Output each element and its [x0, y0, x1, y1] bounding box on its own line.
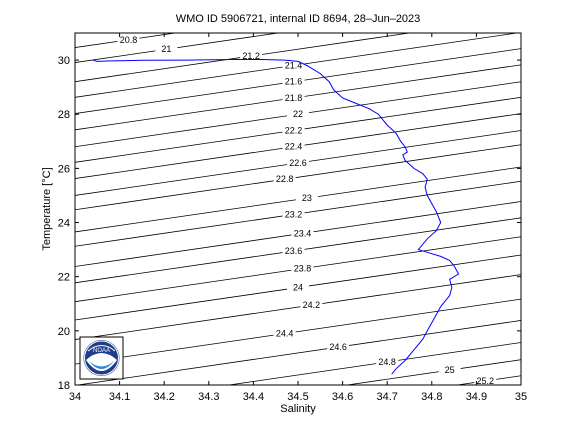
isopycnal-label: 23.6 — [285, 246, 303, 256]
isopycnal-line-10 — [75, 144, 521, 211]
isopycnal-label: 24.6 — [329, 342, 347, 352]
isopycnal-line-18 — [75, 298, 521, 365]
y-axis: 18 20 22 24 26 28 30 — [58, 55, 521, 392]
isopycnal-line-19 — [75, 320, 521, 385]
isopycnal-label: 24 — [293, 283, 303, 293]
x-tick-label: 34.3 — [198, 391, 219, 403]
isopycnal-label-bg — [474, 375, 497, 386]
x-tick-label: 34.5 — [287, 391, 308, 403]
isopycnal-label: 24.4 — [276, 329, 294, 339]
isopycnal-line-22 — [454, 375, 521, 385]
noaa-logo: NOAA — [79, 336, 124, 380]
isopycnal-label-bg — [282, 209, 305, 220]
isopycnal-label-bg — [291, 228, 314, 239]
isopycnal-label: 23 — [302, 193, 312, 203]
x-tick-label: 34.7 — [376, 391, 397, 403]
x-tick-label: 35 — [515, 391, 527, 403]
profile-line-0 — [92, 59, 460, 375]
y-axis-label: Temperature [°C] — [41, 167, 53, 250]
x-axis: 34 34.1 34.2 34.3 34.4 34.5 34.6 34.7 34.8 34.9 35 — [69, 33, 527, 403]
isopycnal-label-bg — [273, 328, 296, 339]
x-tick-label: 34.1 — [109, 391, 130, 403]
y-tick-label: 22 — [58, 272, 70, 284]
isopycnal-label: 22.8 — [276, 174, 294, 184]
x-tick-label: 34.8 — [421, 391, 442, 403]
isopycnal-label: 23.4 — [294, 228, 312, 238]
isopycnal-label: 22.6 — [289, 158, 307, 168]
isopycnal-label: 20.8 — [120, 35, 138, 45]
x-tick-label: 34.9 — [466, 391, 487, 403]
chart-title: WMO ID 5906721, internal ID 8694, 28–Jun… — [176, 13, 421, 25]
y-tick-label: 28 — [58, 109, 70, 121]
isopycnal-label-bg — [282, 141, 305, 152]
isopycnal-label-bg — [155, 44, 178, 55]
x-tick-label: 34 — [69, 391, 81, 403]
x-tick-label: 34.2 — [153, 391, 174, 403]
y-tick-label: 26 — [58, 163, 70, 175]
isopycnal-label-bg — [282, 92, 305, 103]
isopycnal-line-17 — [75, 274, 521, 340]
isopycnal-labels: 20.8 21 21.2 21.4 21.6 21.8 22 22.2 22.4 22.6 22.8… — [117, 34, 497, 386]
isopycnal-label-bg — [300, 300, 323, 311]
y-tick-label: 24 — [58, 218, 70, 230]
x-axis-label: Salinity — [280, 403, 316, 415]
isopycnal-label-bg — [282, 125, 305, 136]
isopycnal-label: 21.6 — [285, 77, 303, 87]
isopycnal-label-bg — [273, 174, 296, 185]
isopycnal-label-bg — [282, 76, 305, 87]
isopycnal-label: 23.2 — [285, 209, 303, 219]
isopycnal-label-bg — [327, 342, 350, 353]
x-tick-label: 34.6 — [332, 391, 353, 403]
isopycnal-label: 25 — [445, 365, 455, 375]
isopycnal-label-bg — [287, 282, 309, 293]
profile-group — [92, 59, 460, 375]
y-tick-label: 30 — [58, 55, 70, 67]
isopycnal-label-bg — [376, 356, 399, 367]
isopycnal-line-1 — [75, 33, 281, 63]
y-tick-label: 20 — [58, 326, 70, 338]
isopycnal-line-2 — [75, 33, 412, 83]
svg-text:NOAA: NOAA — [93, 348, 110, 354]
isopycnal-label-bg — [282, 60, 305, 71]
y-tick-label: 18 — [58, 380, 70, 392]
isopycnal-label-bg — [295, 193, 318, 204]
isopycnal-label: 21.8 — [285, 93, 303, 103]
isopycnal-label: 23.8 — [294, 264, 312, 274]
isopycnal-label-bg — [117, 34, 140, 45]
isopycnal-label: 21.2 — [242, 51, 260, 61]
isopycnal-label-bg — [438, 365, 461, 376]
isopycnal-label: 22 — [293, 109, 303, 119]
isopycnal-label-bg — [240, 51, 263, 62]
isopycnal-label-bg — [287, 157, 309, 168]
isopycnal-label: 21 — [161, 44, 171, 54]
isopycnal-label-bg — [287, 109, 309, 120]
isopycnal-label: 24.8 — [378, 357, 396, 367]
isopycnal-label: 24.2 — [303, 300, 321, 310]
x-tick-label: 34.4 — [243, 391, 264, 403]
isopycnal-label-bg — [291, 263, 314, 274]
isopycnal-label: 25.2 — [477, 376, 495, 386]
isopycnal-label: 22.2 — [285, 125, 303, 135]
isopycnal-line-21 — [344, 359, 521, 385]
isopycnal-line-20 — [226, 342, 521, 385]
isopycnal-label: 22.4 — [285, 142, 303, 152]
isopycnal-label-bg — [282, 245, 305, 256]
isopycnal-label: 21.4 — [285, 60, 303, 70]
